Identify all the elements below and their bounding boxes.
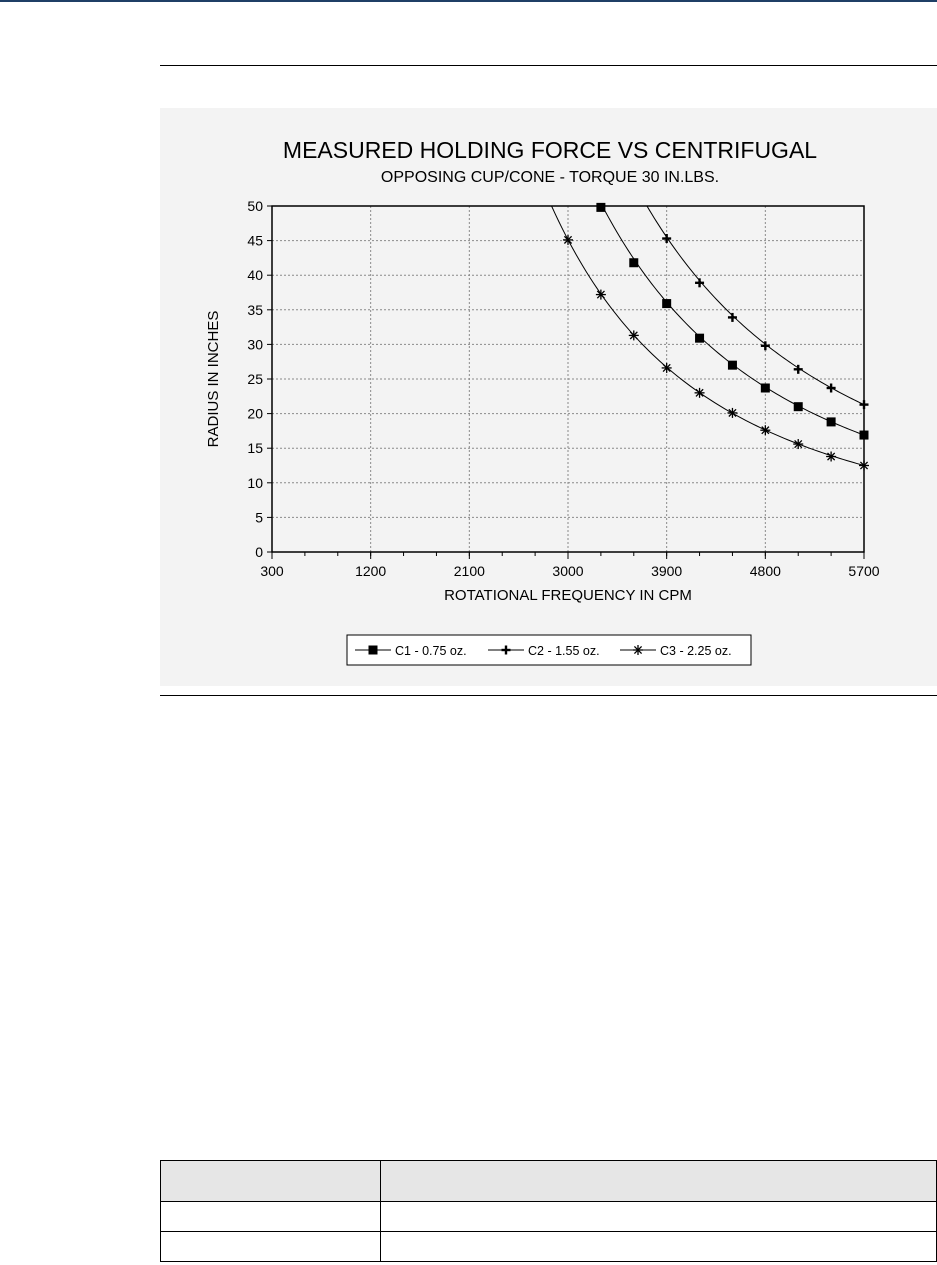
marker-bar — [662, 363, 671, 372]
data-table — [160, 1160, 937, 1262]
marker-bar — [827, 452, 836, 461]
header-bar — [0, 0, 937, 2]
data-point — [694, 387, 705, 398]
table-header-row — [160, 1160, 937, 1202]
data-point — [793, 364, 803, 374]
axis-ticks: 0 5 10 15 20 25 30 35 40 45 50 300 1200 2100 3000 3900 4… — [247, 198, 879, 579]
data-point — [760, 383, 770, 393]
data-point — [859, 430, 869, 440]
y-axis-label: RADIUS IN INCHES — [205, 311, 222, 448]
x-tick-label: 4800 — [750, 563, 781, 579]
y-tick-label: 0 — [255, 544, 263, 560]
legend-marker — [633, 645, 643, 655]
y-tick-label: 45 — [247, 233, 263, 249]
y-tick-label: 10 — [247, 475, 263, 491]
table-cell — [160, 1231, 381, 1262]
x-tick-label: 3000 — [552, 563, 583, 579]
marker-bar — [629, 331, 638, 340]
data-point — [695, 333, 705, 343]
x-tick-label: 300 — [260, 563, 284, 579]
figure-panel: MEASURED HOLDING FORCE VS CENTRIFUGAL OP… — [160, 108, 937, 686]
table-cell — [380, 1231, 937, 1262]
marker-bar — [794, 439, 803, 449]
x-tick-label: 5700 — [848, 563, 879, 579]
data-point — [695, 278, 705, 288]
series-c1 — [596, 202, 869, 440]
legend-marker — [501, 645, 511, 655]
series-c2 — [646, 205, 869, 410]
marker-bar — [596, 290, 605, 299]
y-tick-label: 15 — [247, 440, 263, 456]
data-point — [661, 362, 672, 373]
chart-title: MEASURED HOLDING FORCE VS CENTRIFUGAL — [283, 137, 817, 163]
marker-bar — [859, 461, 869, 470]
series-c3 — [551, 205, 869, 471]
figure-top-rule — [160, 65, 937, 66]
data-point — [595, 289, 606, 300]
y-tick-label: 50 — [247, 198, 263, 214]
table-row — [160, 1231, 937, 1262]
table-header-cell — [380, 1160, 937, 1202]
y-tick-label: 5 — [255, 509, 263, 525]
legend-marker — [368, 645, 378, 655]
data-point — [793, 402, 803, 412]
legend-item-c3: C3 - 2.25 oz. — [620, 644, 732, 658]
holding-force-chart: MEASURED HOLDING FORCE VS CENTRIFUGAL OP… — [205, 137, 880, 666]
data-point — [859, 400, 869, 410]
marker-bar — [563, 235, 573, 244]
legend-label: C1 - 0.75 oz. — [395, 644, 467, 658]
table-row — [160, 1201, 937, 1232]
legend-item-c2: C2 - 1.55 oz. — [488, 644, 600, 658]
marker-bar — [761, 426, 770, 435]
legend-label: C3 - 2.25 oz. — [660, 644, 732, 658]
data-point — [826, 451, 837, 462]
y-tick-label: 20 — [247, 406, 263, 422]
y-tick-label: 30 — [247, 336, 263, 352]
data-point — [727, 312, 737, 322]
data-point — [596, 202, 606, 212]
data-point — [793, 439, 804, 450]
data-point — [826, 417, 836, 427]
table-cell — [160, 1201, 381, 1232]
x-axis-label: ROTATIONAL FREQUENCY IN CPM — [444, 587, 692, 604]
y-tick-label: 40 — [247, 267, 263, 283]
data-point — [662, 234, 672, 244]
legend-box — [346, 634, 752, 666]
y-tick-label: 35 — [247, 302, 263, 318]
data-point — [628, 330, 639, 341]
data-point — [859, 460, 869, 471]
data-point — [727, 360, 737, 370]
data-point — [826, 383, 836, 393]
legend-label: C2 - 1.55 oz. — [528, 644, 600, 658]
table-cell — [380, 1201, 937, 1232]
chart-legend: C1 - 0.75 oz. C2 - 1.55 oz. C3 - 2.25 oz. — [346, 634, 752, 666]
data-point — [563, 234, 573, 245]
figure-bottom-rule — [160, 695, 937, 696]
marker-bar — [695, 388, 704, 397]
chart-grid — [272, 206, 864, 552]
x-tick-label: 2100 — [454, 563, 485, 579]
series-line — [646, 205, 865, 406]
legend-item-c1: C1 - 0.75 oz. — [355, 644, 467, 658]
data-point — [760, 341, 770, 351]
marker-bar — [633, 645, 643, 655]
data-point — [629, 258, 639, 268]
x-tick-label: 3900 — [651, 563, 682, 579]
data-point — [760, 425, 771, 436]
table-header-cell — [160, 1160, 381, 1202]
marker-bar — [728, 408, 737, 417]
series-line — [551, 205, 865, 466]
series-layer — [551, 202, 869, 471]
chart-subtitle: OPPOSING CUP/CONE - TORQUE 30 IN.LBS. — [381, 169, 719, 186]
data-point — [727, 407, 738, 418]
y-tick-label: 25 — [247, 371, 263, 387]
data-point — [662, 299, 672, 309]
x-tick-label: 1200 — [355, 563, 386, 579]
